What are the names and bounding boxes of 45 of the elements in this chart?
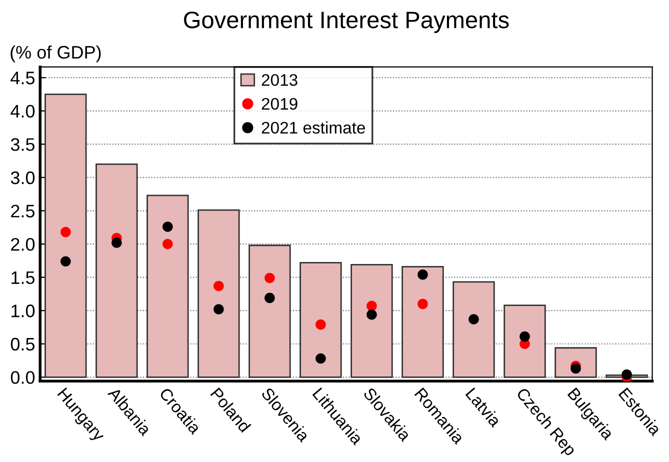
bar: [402, 266, 444, 378]
bar: [452, 281, 495, 378]
bar: [248, 244, 291, 378]
y-tick-label: 0.0: [10, 371, 35, 384]
bar: [198, 209, 240, 378]
point: [366, 309, 377, 320]
bar: [146, 194, 189, 378]
y-tick-label: 0.5: [10, 338, 35, 351]
point: [162, 222, 173, 232]
point: [520, 331, 530, 342]
point: [418, 270, 428, 280]
y-tick-label: 1.5: [12, 271, 35, 284]
y-tick-label: 1.0: [12, 304, 35, 318]
y-axis-title: (% of GDP): [10, 45, 101, 62]
y-tick-label: 3.5: [10, 138, 35, 151]
point: [112, 238, 122, 248]
bar: [300, 262, 342, 378]
bar: [350, 264, 393, 378]
bar: [96, 163, 138, 378]
point: [316, 353, 326, 364]
legend-label: 2013: [262, 74, 298, 86]
y-tick-label: 2.0: [11, 238, 35, 251]
legend-label: 2019: [262, 98, 298, 110]
legend-label: 2021 estimate: [262, 121, 365, 134]
point: [60, 256, 71, 266]
point: [366, 300, 377, 312]
point: [214, 280, 224, 292]
bar: [44, 94, 87, 378]
y-tick-label: 2.5: [11, 204, 35, 218]
point: [570, 363, 581, 374]
point: [468, 314, 479, 324]
point: [264, 272, 275, 284]
y-tick-label: 3.0: [10, 171, 35, 184]
y-tick-label: 4.0: [10, 104, 35, 118]
point: [622, 369, 632, 380]
point: [316, 319, 326, 330]
point: [214, 304, 224, 314]
chart-title: Government Interest Payments: [184, 12, 509, 33]
point: [162, 238, 173, 250]
point: [264, 292, 275, 304]
bar: [554, 347, 597, 378]
y-tick-label: 4.5: [10, 72, 35, 84]
point: [60, 226, 71, 238]
bar: [504, 304, 546, 378]
point: [418, 298, 428, 310]
